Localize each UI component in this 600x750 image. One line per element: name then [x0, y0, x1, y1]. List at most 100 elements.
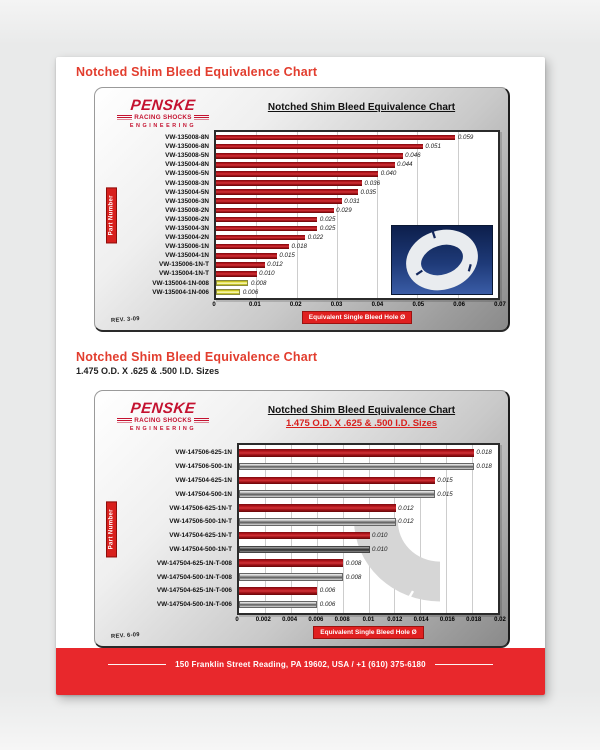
bar-row: VW-135004-8N 0.044: [119, 160, 500, 169]
part-number-label: VW-135004-1N: [165, 252, 209, 260]
footer-divider-line: [434, 664, 493, 665]
bar-row: VW-147506-625-1N-T 0.012: [119, 501, 500, 515]
document-page: Notched Shim Bleed Equivalence Chart PEN…: [56, 57, 545, 695]
penske-logo-wordmark: PENSKE: [129, 97, 197, 114]
part-number-label: VW-135004-1N-T: [159, 270, 209, 278]
gridline: [377, 132, 379, 298]
part-number-label: VW-147504-625-1N-T-006: [156, 587, 232, 595]
gridline: [472, 445, 474, 613]
bar: [216, 280, 249, 286]
section2-heading: Notched Shim Bleed Equivalence Chart: [76, 350, 318, 364]
section2-subheading: 1.475 O.D. X .625 & .500 I.D. Sizes: [76, 366, 220, 376]
bar: [216, 271, 257, 277]
bar-value-label: 0.012: [398, 504, 414, 512]
bar: [216, 243, 290, 250]
part-number-label: VW-135008-3N: [165, 179, 209, 187]
x-axis-tick-label: 0.06: [453, 302, 465, 308]
bar: [239, 449, 474, 457]
bar-value-label: 0.012: [398, 518, 414, 526]
bar: [239, 573, 344, 581]
x-axis-tick-label: 0.012: [387, 617, 403, 623]
x-axis-tick-label: 0.07: [494, 302, 506, 308]
bar: [216, 225, 318, 232]
bar-value-label: 0.040: [380, 170, 397, 178]
bar-value-label: 0.051: [425, 143, 441, 151]
bar-row: VW-147506-500-1N 0.018: [119, 460, 500, 474]
penske-logo-racing-shocks: RACING SHOCKS: [103, 114, 223, 121]
part-number-label: VW-135008-5N: [165, 152, 209, 160]
bar-value-label: 0.006: [319, 601, 336, 609]
part-number-label: VW-147504-625-1N-T-008: [156, 559, 232, 567]
part-number-label: VW-135004-1N-006: [152, 288, 209, 296]
x-axis-tick-label: 0.03: [330, 302, 343, 308]
x-axis-tick-label: 0.01: [249, 302, 261, 308]
bar-value-label: 0.008: [345, 573, 362, 581]
bar-value-label: 0.059: [457, 134, 474, 142]
part-number-label: VW-135006-2N: [165, 215, 209, 223]
chart1-header: PENSKE RACING SHOCKS ENGINEERING Notched…: [103, 96, 500, 130]
chart2-x-axis-label: Equivalent Single Bleed Hole Ø: [313, 626, 424, 639]
bar-row: VW-135006-2N 0.025: [119, 215, 500, 224]
gridline: [342, 445, 344, 613]
bar-row: VW-147506-625-1N 0.018: [119, 446, 500, 460]
x-axis-tick-label: 0: [235, 617, 239, 623]
bar: [239, 518, 396, 526]
part-number-label: VW-147504-500-1N-T-008: [156, 573, 232, 581]
part-number-label: VW-147506-500-1N: [175, 463, 232, 471]
section1-heading: Notched Shim Bleed Equivalence Chart: [76, 65, 318, 79]
penske-logo: PENSKE RACING SHOCKS ENGINEERING: [103, 96, 223, 129]
bar: [216, 207, 334, 214]
part-number-label: VW-135006-1N-T: [159, 261, 209, 269]
part-number-label: VW-147506-500-1N-T: [169, 518, 232, 526]
bar-value-label: 0.029: [336, 206, 352, 214]
bar: [239, 462, 474, 471]
gridline: [457, 132, 459, 298]
part-number-label: VW-147504-500-1N: [175, 490, 232, 498]
bar-row: VW-135004-2N 0.022: [119, 233, 500, 242]
bar-row: VW-135004-1N 0.015: [119, 251, 500, 260]
bar-value-label: 0.006: [319, 587, 336, 595]
part-number-label: VW-135004-3N: [165, 224, 209, 232]
bar-value-label: 0.046: [405, 152, 421, 160]
bar-value-label: 0.008: [345, 559, 362, 567]
bar-value-label: 0.006: [242, 288, 259, 296]
penske-logo-wordmark: PENSKE: [129, 400, 197, 417]
bar-row: VW-147504-500-1N-T-006 0.006: [119, 598, 500, 612]
chart1-bars: VW-135008-8N 0.059 VW-135006-8N 0.051 VW-135…: [119, 130, 500, 300]
chart2-plot-area: [237, 443, 500, 615]
chart1: Part Number: [103, 130, 506, 324]
bar: [239, 587, 318, 595]
bar-row: VW-135008-5N 0.046: [119, 151, 500, 160]
bar-row: VW-135004-1N-006 0.006: [119, 288, 500, 297]
chart1-x-axis-label: Equivalent Single Bleed Hole Ø: [301, 311, 413, 324]
penske-logo-engineering: ENGINEERING: [129, 425, 197, 432]
bar-value-label: 0.018: [476, 449, 492, 457]
bar: [216, 189, 358, 195]
bar-row: VW-135006-8N 0.051: [119, 142, 500, 151]
x-axis-tick-label: 0.002: [255, 617, 271, 623]
x-axis-tick-label: 0.05: [412, 302, 425, 308]
gridline: [446, 445, 448, 613]
bar-row: VW-135006-5N 0.040: [119, 169, 500, 178]
bar-row: VW-135008-8N 0.059: [119, 133, 500, 142]
logo-stripe-icon: [193, 418, 209, 423]
bar-value-label: 0.025: [319, 224, 336, 232]
part-number-label: VW-135006-8N: [165, 143, 209, 151]
bar-value-label: 0.018: [291, 243, 307, 251]
chart1-title: Notched Shim Bleed Equivalence Chart: [267, 102, 456, 113]
bar: [239, 531, 370, 540]
bar: [216, 180, 363, 186]
logo-stripe-icon: [117, 418, 133, 423]
part-number-label: VW-135008-2N: [165, 206, 209, 214]
bar: [216, 289, 241, 295]
bar-row: VW-147504-625-1N-T-008 0.008: [119, 556, 500, 570]
chart2-subtitle: 1.475 O.D. X .625 & .500 I.D. Sizes: [285, 418, 438, 429]
part-number-label: VW-135004-5N: [165, 188, 209, 196]
bar: [239, 476, 435, 485]
part-number-label: VW-135004-8N: [165, 161, 209, 169]
bar-row: VW-147504-625-1N 0.015: [119, 474, 500, 488]
bar-row: VW-135004-1N-008 0.008: [119, 279, 500, 288]
bar: [216, 252, 277, 259]
bar-value-label: 0.015: [279, 252, 295, 260]
x-axis-tick-label: 0.006: [308, 617, 324, 623]
